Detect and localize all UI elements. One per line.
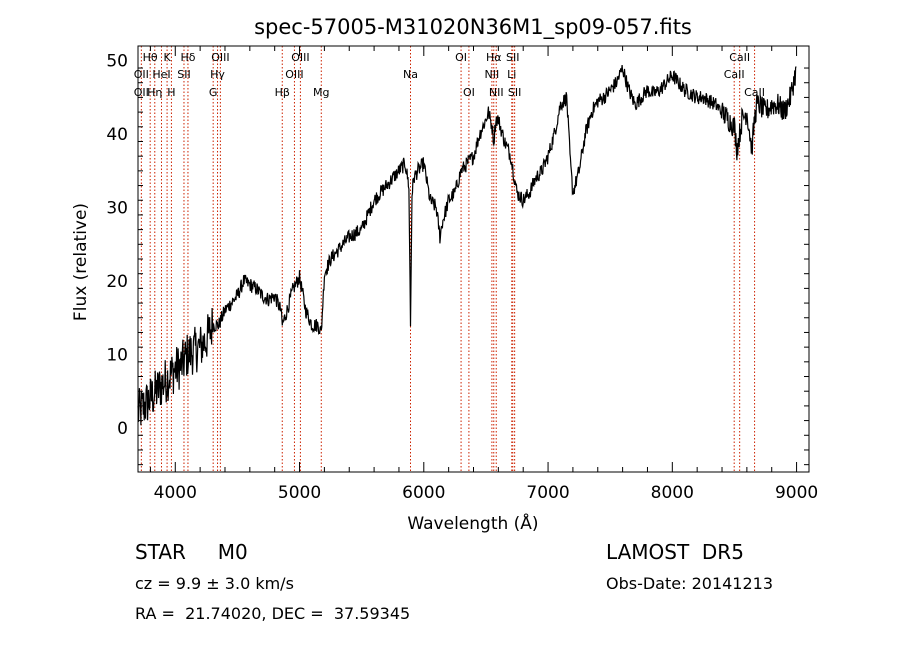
axis-ticks: 4000 5000 6000 7000 8000 9000 0 10 20 30 40 50 <box>106 46 818 503</box>
line-label: G <box>209 86 218 99</box>
spectrum-line <box>137 65 797 426</box>
line-label: CaII <box>724 68 745 81</box>
line-label: Hγ <box>210 68 225 81</box>
x-tick-label: 4000 <box>154 483 197 503</box>
line-label: SII <box>508 86 521 99</box>
plot-frame <box>137 45 810 473</box>
y-tick-label: 30 <box>106 199 128 219</box>
survey-name: LAMOST DR5 <box>606 540 744 564</box>
line-label: Hθ <box>143 51 158 64</box>
ra-dec: RA = 21.74020, DEC = 37.59345 <box>135 604 411 623</box>
line-label: Hα <box>486 51 502 64</box>
x-axis-label: Wavelength (Å) <box>407 512 538 534</box>
line-label: NII <box>489 86 504 99</box>
y-tick-label: 40 <box>106 125 128 145</box>
line-label: H <box>167 86 175 99</box>
line-label: Hδ <box>180 51 195 64</box>
object-class: STAR M0 <box>135 540 248 564</box>
line-label: Mg <box>313 86 329 99</box>
x-tick-label: 9000 <box>775 483 818 503</box>
line-label: OIII <box>285 68 303 81</box>
line-label: OIII <box>291 51 309 64</box>
x-tick-label: 5000 <box>278 483 321 503</box>
line-label: NII <box>485 68 500 81</box>
x-tick-label: 7000 <box>526 483 569 503</box>
obs-date: Obs-Date: 20141213 <box>606 574 774 593</box>
line-label: Li <box>507 68 516 81</box>
line-label: OI <box>455 51 467 64</box>
y-tick-label: 0 <box>117 419 128 439</box>
line-label: Hη <box>147 86 162 99</box>
line-label: Na <box>403 68 418 81</box>
line-label: CaII <box>744 86 765 99</box>
line-label: SII <box>177 68 190 81</box>
y-axis-label: Flux (relative) <box>71 203 91 321</box>
line-label: OII <box>134 68 149 81</box>
line-label: Hβ <box>275 86 290 99</box>
line-label: CaII <box>729 51 750 64</box>
line-label: SII <box>506 51 519 64</box>
line-label: HeI <box>152 68 170 81</box>
line-label: OII <box>134 86 149 99</box>
y-tick-label: 10 <box>106 345 128 365</box>
line-label: OI <box>463 86 475 99</box>
y-tick-label: 20 <box>106 272 128 292</box>
line-label: K <box>163 51 171 64</box>
spectral-line-markers <box>140 46 756 472</box>
redshift-cz: cz = 9.9 ± 3.0 km/s <box>135 574 294 593</box>
y-tick-label: 50 <box>106 52 128 72</box>
line-label: OIII <box>211 51 229 64</box>
x-tick-label: 6000 <box>402 483 445 503</box>
chart-title: spec-57005-M31020N36M1_sp09-057.fits <box>254 15 692 40</box>
x-tick-label: 8000 <box>651 483 694 503</box>
